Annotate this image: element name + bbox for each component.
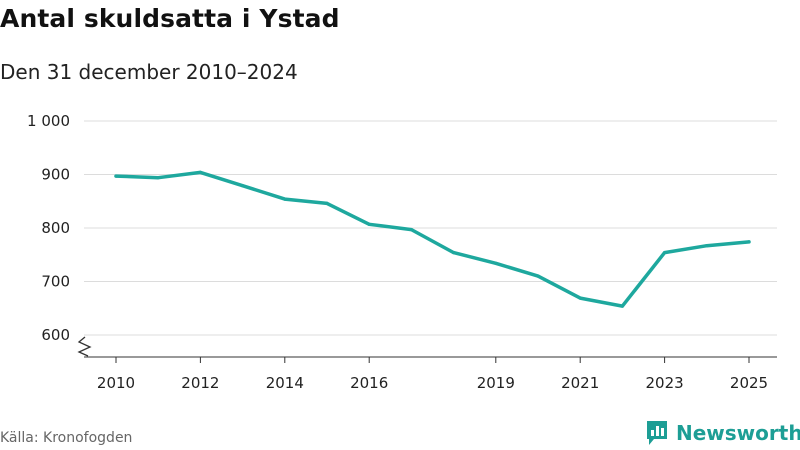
y-tick-label: 600 [41,326,70,344]
data-point [536,274,540,278]
data-point [494,261,498,265]
source-note: Källa: Kronofogden [0,430,133,446]
x-tick-label: 2016 [350,374,388,392]
brand-logo: Newsworthy [645,419,800,447]
y-axis-labels: 600 700 800 900 1 000 [27,112,70,344]
data-point [198,170,202,174]
data-point [620,304,625,308]
x-tick-label: 2012 [181,374,219,392]
chart-subtitle: Den 31 december 2010–2024 [0,60,298,84]
series-layer [114,170,751,308]
data-point [241,184,245,188]
data-point [452,251,456,255]
data-point [367,222,371,226]
data-point [747,240,751,244]
series-line [114,170,751,308]
data-point [283,197,287,201]
data-point [705,244,709,248]
x-tick-label: 2023 [646,374,684,392]
data-point [156,176,160,180]
chart-title: Antal skuldsatta i Ystad [0,4,340,33]
x-tick-label: 2025 [730,374,768,392]
y-tick-label: 700 [41,273,70,291]
data-point [114,174,118,178]
data-point [409,228,413,232]
axis-break-icon [77,336,92,357]
y-tick-label: 1 000 [27,112,70,130]
y-tick-label: 900 [41,166,70,184]
x-tick-label: 2021 [561,374,599,392]
y-tick-label: 800 [41,219,70,237]
brand-name: Newsworthy [676,421,800,445]
gridlines [84,120,777,336]
data-point [325,201,329,205]
x-tick-label: 2010 [97,374,135,392]
data-point [663,251,667,255]
data-point [578,296,582,300]
x-tick-label: 2019 [477,374,515,392]
newsworthy-logo-icon [647,421,667,445]
x-axis: 2010 2012 2014 2016 2019 2021 2023 2025 [77,336,777,392]
x-tick-label: 2014 [266,374,304,392]
